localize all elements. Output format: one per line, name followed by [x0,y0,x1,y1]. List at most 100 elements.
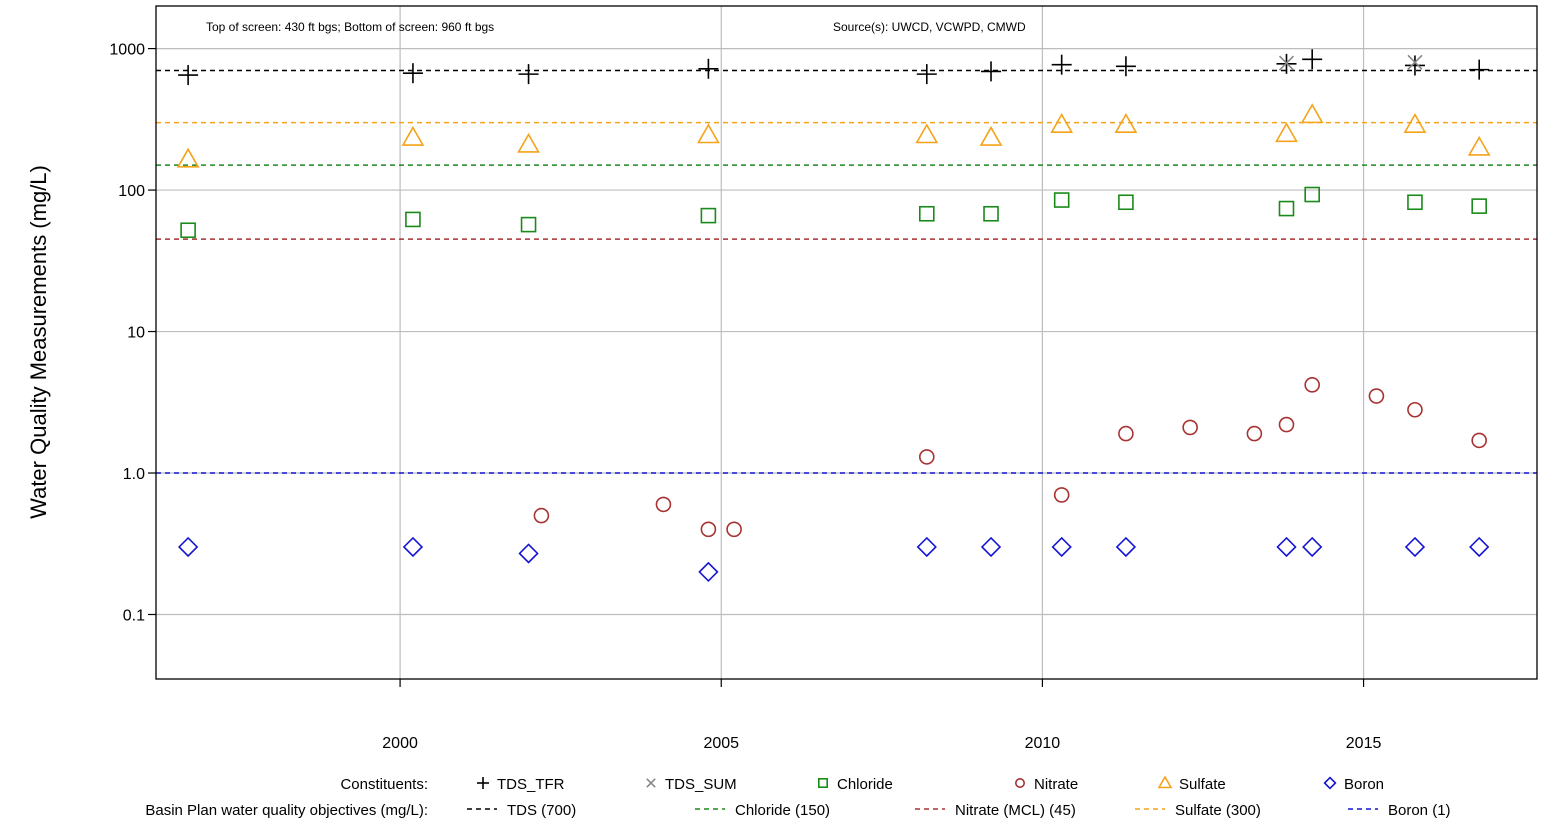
y-tick-label: 1000 [109,42,145,59]
data-point [1053,192,1070,208]
data-point [1407,194,1423,211]
data-point [176,147,200,168]
data-point [1157,775,1173,789]
legend-entry: Sulfate [1179,776,1226,793]
x-tick-label: 2015 [1346,735,1382,752]
legend: Constituents: Basin Plan water quality o… [145,775,1451,819]
y-tick-label: 100 [118,183,145,200]
legend-constituents-title: Constituents: [340,776,428,793]
axes: 0.1 1.0 10 100 1000 2000 2005 2010 2015 [109,42,1381,752]
data-point [401,125,425,146]
data-point [646,778,656,788]
grid [156,6,1537,679]
x-tick-label: 2005 [703,735,739,752]
screen-annotation: Top of screen: 430 ft bgs; Bottom of scr… [206,20,494,34]
source-annotation: Source(s): UWCD, VCWPD, CMWD [833,20,1026,34]
objective-lines [156,69,1537,474]
data-point [1182,419,1198,436]
plot-frame [155,5,1538,680]
y-tick-label: 0.1 [123,607,145,624]
legend-objective-entry: Chloride (150) [735,802,830,819]
legend-objective-entry: Boron (1) [1388,802,1451,819]
data-point [1302,49,1323,70]
data-point [178,65,199,86]
data-point [1302,536,1323,558]
data-point [1053,487,1070,503]
data-point [700,207,717,224]
legend-entry: TDS_SUM [665,776,737,793]
data-point [1050,113,1074,133]
data-point [520,216,537,233]
data-point [1368,388,1385,404]
y-axis-label: Water Quality Measurements (mg/L) [26,165,51,519]
data-point [1300,103,1324,124]
data-point [533,507,550,524]
data-point [180,222,196,239]
data-point [1275,122,1298,143]
legend-entry: TDS_TFR [497,776,565,793]
data-point [1471,432,1487,449]
data-point [700,521,717,538]
data-point [1404,55,1425,76]
data-point [518,64,539,85]
data-point [697,123,720,144]
data-point [915,123,939,144]
data-point [1014,777,1025,788]
data-point [1278,416,1295,433]
data-point [1118,194,1134,211]
legend-objective-entry: Sulfate (300) [1175,802,1261,819]
data-point [1469,536,1490,558]
data-point [1278,55,1295,71]
data-point [916,64,937,85]
data-point [1467,135,1491,156]
data-point [1304,377,1320,393]
data-point [1115,56,1136,77]
data-point [980,536,1002,558]
y-tick-label: 10 [127,325,145,342]
data-point [1276,536,1297,558]
legend-entry: Boron [1344,776,1384,793]
y-tick-label: 1.0 [123,466,145,483]
data-point [1404,536,1426,558]
data-point [981,61,1002,82]
data-point [1304,186,1320,203]
data-point [517,132,540,153]
x-tick-label: 2000 [382,735,418,752]
data-point [1246,425,1263,442]
data-point [698,561,719,583]
data-point [1471,198,1487,214]
data-point [1323,776,1337,790]
data-point [698,58,719,79]
data-point [983,205,999,222]
data-point [402,63,423,84]
data-point [726,521,742,538]
data-point [918,205,935,222]
data-point [1469,59,1490,80]
data-point [979,125,1003,146]
x-tick-label: 2010 [1025,735,1061,752]
data-point [1403,113,1427,133]
legend-entry: Chloride [837,776,893,793]
data-point [1051,536,1072,558]
data-point [1114,113,1138,133]
data-point [477,777,489,789]
data-point [518,543,539,564]
data-point [405,211,421,228]
data-point [817,777,828,788]
legend-objective-entry: Nitrate (MCL) (45) [955,802,1076,819]
data-point [916,536,937,558]
legend-objective-entry: TDS (700) [507,802,576,819]
data-point [1407,401,1423,418]
data-point [1118,425,1134,442]
data-point [1407,54,1423,70]
data-point [1051,54,1072,75]
data-point [655,496,672,513]
data-point [402,536,424,558]
data-point [918,449,935,465]
legend-objectives-title: Basin Plan water quality objectives (mg/… [145,802,428,819]
legend-entry: Nitrate [1034,776,1078,793]
data-points [176,49,1491,583]
data-point [1115,536,1137,558]
data-point [177,536,199,558]
